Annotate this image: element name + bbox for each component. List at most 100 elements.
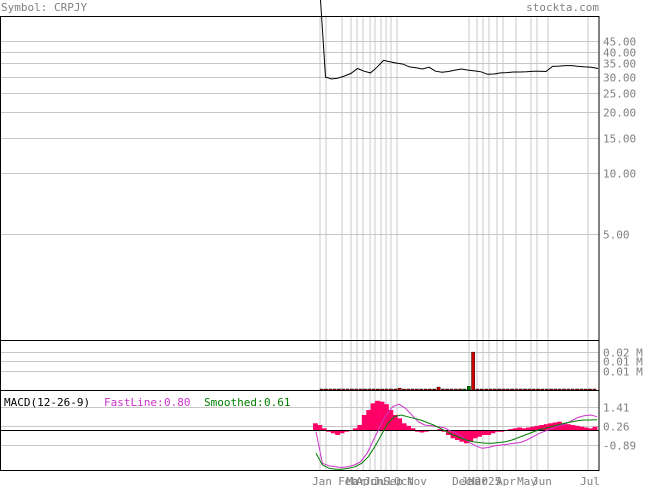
macd-histogram-bar bbox=[437, 429, 443, 431]
volume-bar bbox=[527, 388, 532, 391]
volume-bar bbox=[536, 388, 540, 391]
volume-bar bbox=[445, 388, 449, 391]
fast-line-label: FastLine: bbox=[104, 396, 164, 409]
volume-bar bbox=[449, 388, 454, 391]
volume-bar bbox=[588, 388, 592, 391]
macd-histogram-bar bbox=[588, 428, 593, 430]
volume-bar bbox=[354, 388, 359, 391]
volume-bar bbox=[562, 388, 566, 391]
volume-bar bbox=[484, 388, 488, 391]
x-axis-label: Jun bbox=[364, 475, 384, 486]
price-line bbox=[320, 0, 599, 80]
volume-bar bbox=[467, 386, 471, 391]
macd-histogram-bar bbox=[561, 423, 567, 430]
volume-bar bbox=[501, 388, 506, 391]
volume-tick-label: 0.01 M bbox=[603, 356, 643, 369]
macd-panel-frame bbox=[0, 390, 600, 471]
volume-bar bbox=[488, 388, 493, 391]
volume-bar bbox=[376, 388, 380, 391]
macd-panel bbox=[0, 400, 599, 470]
volume-bar bbox=[475, 388, 480, 391]
x-axis-label: Apr bbox=[496, 475, 516, 486]
volume-bar bbox=[514, 388, 519, 391]
macd-histogram-bar bbox=[468, 430, 474, 442]
macd-histogram-bar bbox=[526, 427, 531, 430]
macd-histogram-bar bbox=[539, 425, 545, 430]
volume-tick-label: 0.02 M bbox=[603, 347, 643, 360]
macd-histogram-bar bbox=[512, 428, 518, 430]
macd-histogram-bar bbox=[401, 423, 407, 430]
price-tick-label: 40.00 bbox=[603, 47, 636, 60]
macd-histogram-bar bbox=[339, 430, 345, 434]
volume-bar bbox=[328, 388, 333, 391]
price-tick-label: 35.00 bbox=[603, 58, 636, 71]
macd-histogram-bar bbox=[419, 430, 425, 433]
macd-histogram-bar bbox=[375, 400, 380, 430]
x-axis-label: Jan bbox=[461, 475, 481, 486]
volume-bar bbox=[471, 351, 475, 391]
x-axis-label: Mar bbox=[346, 475, 366, 486]
macd-histogram-bar bbox=[397, 418, 403, 430]
volume-bar bbox=[415, 388, 419, 391]
macd-tick-label: 1.41 bbox=[603, 402, 630, 415]
macd-histogram-bar bbox=[352, 428, 358, 430]
macd-histogram-bar bbox=[335, 430, 340, 435]
x-axis-label: Nov bbox=[407, 475, 427, 486]
volume-bar bbox=[358, 388, 363, 391]
volume-bar bbox=[592, 388, 597, 391]
macd-histogram-bar bbox=[410, 428, 416, 430]
x-axis-label: Feb bbox=[338, 475, 358, 486]
volume-bar bbox=[518, 388, 523, 391]
volume-bar bbox=[566, 388, 571, 391]
macd-tick-label: -0.89 bbox=[603, 440, 636, 453]
volume-bar bbox=[497, 388, 501, 391]
price-tick-label: 15.00 bbox=[603, 133, 636, 146]
volume-bar bbox=[505, 388, 510, 391]
x-axis-label: May bbox=[517, 475, 537, 486]
macd-histogram-bar bbox=[330, 430, 336, 434]
price-tick-label: 5.00 bbox=[603, 229, 630, 242]
macd-histogram-bar bbox=[481, 430, 487, 435]
macd-histogram-bar bbox=[379, 401, 385, 430]
volume-bar bbox=[553, 388, 558, 391]
macd-histogram-bar bbox=[357, 425, 363, 430]
volume-bar bbox=[441, 388, 445, 391]
macd-fast-line bbox=[315, 403, 598, 469]
smoothed-label: Smoothed: bbox=[204, 396, 264, 409]
macd-histogram-bar bbox=[366, 410, 372, 430]
macd-histogram-bar bbox=[543, 424, 549, 430]
volume-bar bbox=[406, 388, 411, 391]
macd-histogram-bar bbox=[450, 430, 456, 439]
panel-frames bbox=[0, 16, 600, 471]
volume-bar bbox=[410, 388, 415, 391]
price-tick-label: 25.00 bbox=[603, 88, 636, 101]
price-tick-label: 10.00 bbox=[603, 168, 636, 181]
macd-tick-label: 0.26 bbox=[603, 421, 630, 434]
symbol-label: Symbol: CRPJY bbox=[1, 1, 87, 14]
x-axis-label: Oct bbox=[394, 475, 414, 486]
volume-bar bbox=[540, 388, 545, 391]
volume-panel bbox=[319, 351, 597, 391]
x-axis-label: 2025 bbox=[475, 475, 502, 486]
macd-histogram-bar bbox=[317, 425, 323, 430]
macd-histogram-bar bbox=[490, 430, 496, 434]
macd-histogram-bar bbox=[565, 424, 571, 430]
volume-bar bbox=[458, 388, 462, 391]
volume-tick-label: 0.01 M bbox=[603, 366, 643, 379]
volume-bar bbox=[363, 388, 367, 391]
volume-bar bbox=[523, 388, 527, 391]
volume-bar bbox=[345, 388, 350, 391]
macd-histogram-bar bbox=[361, 415, 367, 430]
volume-bar bbox=[324, 388, 328, 391]
x-axis-label: Jul bbox=[580, 475, 600, 486]
macd-histogram-bar bbox=[392, 415, 398, 430]
price-tick-label: 20.00 bbox=[603, 107, 636, 120]
x-axis-label: Mar bbox=[468, 475, 488, 486]
macd-histogram-bar bbox=[321, 428, 327, 430]
volume-bar bbox=[332, 388, 337, 391]
volume-bar bbox=[432, 388, 436, 391]
macd-histogram-bar bbox=[574, 425, 580, 430]
volume-bar bbox=[492, 388, 497, 391]
macd-histogram-bar bbox=[592, 426, 598, 430]
